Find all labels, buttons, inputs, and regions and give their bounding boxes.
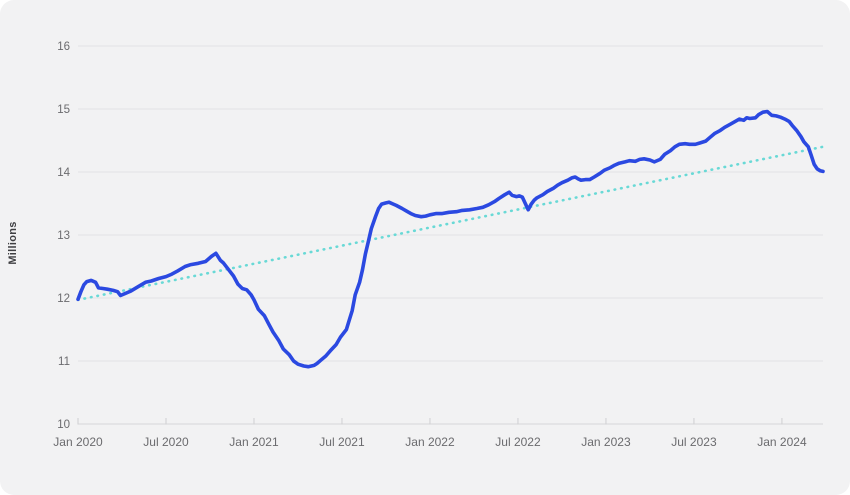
x-tick-label: Jan 2020 [53,435,103,449]
x-tick-label: Jul 2022 [495,435,541,449]
y-tick-label: 10 [57,419,70,431]
y-tick-label: 11 [58,356,70,368]
x-tick-label: Jul 2021 [319,435,365,449]
y-tick-label: 16 [57,41,70,53]
x-tick-label: Jul 2020 [143,435,189,449]
x-tick-label: Jul 2023 [671,435,717,449]
y-tick-label: 14 [57,167,70,179]
trend-line [76,145,825,302]
y-tick-label: 12 [57,293,70,305]
x-tick-labels: Jan 2020 Jul 2020 Jan 2021 Jul 2021 Jan 2022… [53,435,807,449]
x-tick-label: Jan 2023 [581,435,631,449]
value-line [76,109,825,369]
y-axis-title: Millions [7,221,19,264]
y-tick-labels: 10 11 12 13 14 15 16 [57,41,70,431]
y-tick-label: 15 [57,104,70,116]
x-tick-label: Jan 2024 [757,435,807,449]
x-tick-label: Jan 2022 [405,435,455,449]
series-lines [76,109,825,369]
y-tick-label: 13 [57,230,70,242]
x-axis [77,418,783,425]
x-tick-label: Jan 2021 [229,435,279,449]
gridlines [78,45,823,425]
